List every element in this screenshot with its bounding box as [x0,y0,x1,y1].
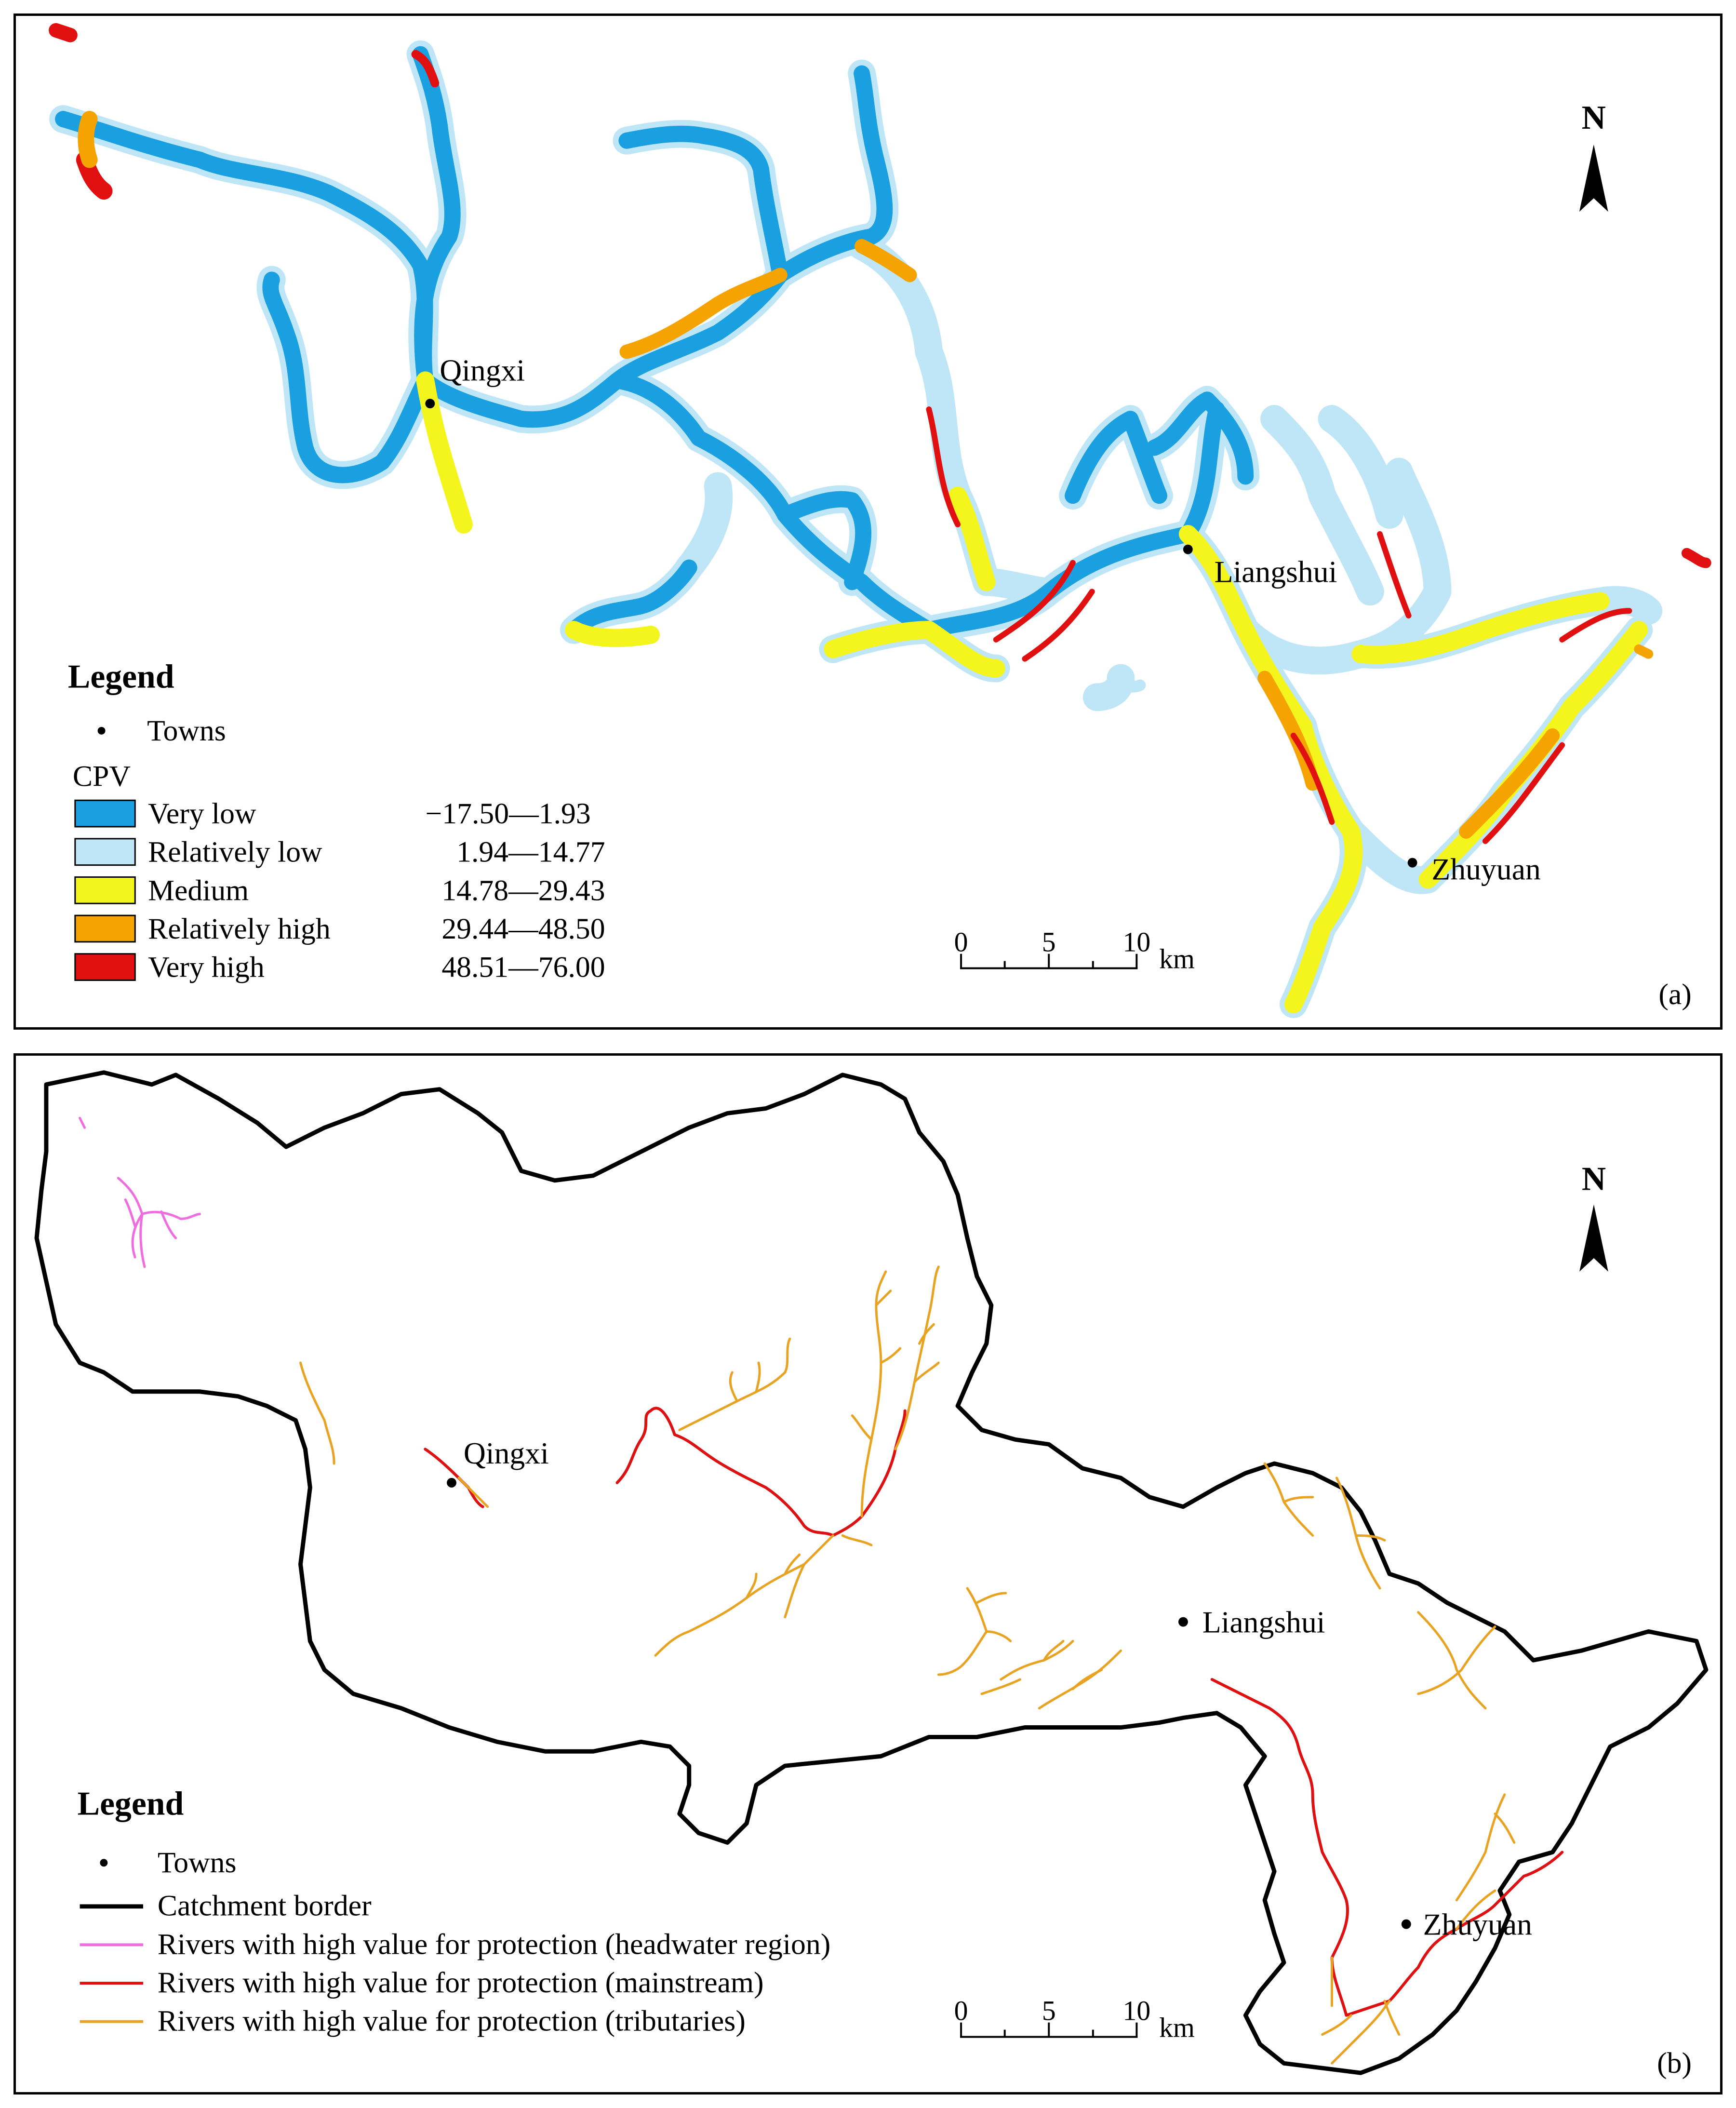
legend-item-towns: Towns [158,1846,237,1879]
legend: Legend Towns Catchment border Rivers wit… [78,1786,831,2038]
legend-class-range: 14.78—29.43 [441,874,605,907]
legend-item-headwater: Rivers with high value for protection (h… [158,1928,830,1960]
legend-class-relatively-high: Relatively high 29.44—48.50 [74,913,605,945]
legend-swatch-medium [74,876,136,904]
rivers-tributaries [299,1265,1516,2065]
town-label-liangshui: Liangshui [1202,1605,1325,1639]
legend-class-name: Relatively high [148,913,331,945]
legend-cpv-label: CPV [73,760,131,792]
legend-class-range: 29.44—48.50 [441,913,605,945]
legend-towns-label: Towns [147,714,226,747]
legend-swatch-very-low [74,799,136,828]
towns: Qingxi Liangshui Zhuyuan [447,1436,1532,1942]
legend-swatch-relatively-low [74,838,136,866]
legend-item-tributaries: Rivers with high value for protection (t… [158,2005,746,2038]
legend-class-name: Medium [148,874,249,907]
map-panel-a: N Qingxi Liangshui Zhuyuan Legend Towns … [13,13,1723,1030]
towns: Qingxi Liangshui Zhuyuan [425,353,1541,886]
town-marker-liangshui [1183,544,1193,554]
legend-class-very-low: Very low −17.50—1.93 [74,797,591,830]
legend-class-range: −17.50—1.93 [426,797,591,830]
panel-label-b: (b) [1657,2047,1692,2080]
legend-class-range: 1.94—14.77 [456,836,605,869]
scale-tick-0: 0 [954,1996,968,2027]
town-marker-zhuyuan [1407,858,1417,868]
legend-class-name: Very high [148,951,265,983]
legend-item-mainstream: Rivers with high value for protection (m… [158,1966,764,1999]
scale-tick-5: 5 [1042,1996,1056,2027]
legend-item-catchment: Catchment border [158,1890,372,1922]
legend-class-very-high: Very high 48.51—76.00 [74,951,605,983]
town-label-liangshui: Liangshui [1215,554,1337,589]
catchment-border [34,1070,1709,2075]
legend-class-range: 48.51—76.00 [441,951,605,983]
cpv-river-network [49,23,1711,1019]
town-marker-liangshui [1178,1617,1188,1627]
north-arrow: N [1579,99,1608,212]
town-label-qingxi: Qingxi [464,1436,549,1470]
scale-tick-5: 5 [1042,927,1056,958]
legend-class-medium: Medium 14.78—29.43 [74,874,605,907]
legend-title: Legend [78,1786,184,1823]
rivers-mainstream [424,1407,1564,2017]
legend-swatch-relatively-high [74,914,136,943]
north-label: N [1582,99,1606,136]
scale-tick-0: 0 [954,927,968,958]
legend-town-dot [97,726,106,735]
map-panel-b: N Qingxi Liangshui Zhuyuan Legend Towns … [13,1053,1723,2095]
protection-map: N Qingxi Liangshui Zhuyuan Legend Towns … [34,1070,1709,2080]
scale-unit: km [1159,2013,1195,2043]
legend-town-dot [100,1859,108,1867]
town-marker-qingxi [425,399,435,409]
rivers-headwater [79,1116,201,1268]
legend: Legend Towns CPV Very low −17.50—1.93 Re… [68,658,605,983]
scale-bar: 0 5 10 km [954,1996,1195,2043]
town-marker-qingxi [447,1477,456,1488]
legend-title: Legend [68,658,174,695]
legend-class-name: Very low [148,797,256,830]
town-label-qingxi: Qingxi [440,353,525,387]
cpv-map: N Qingxi Liangshui Zhuyuan Legend Towns … [49,23,1711,1019]
town-label-zhuyuan: Zhuyuan [1423,1907,1532,1942]
north-label: N [1582,1161,1606,1198]
legend-swatch-very-high [74,953,136,981]
scale-tick-10: 10 [1123,1996,1151,2027]
panel-label-a: (a) [1658,978,1691,1011]
legend-class-name: Relatively low [148,836,322,869]
scale-bar: 0 5 10 km [954,927,1195,975]
town-marker-zhuyuan [1401,1919,1411,1929]
scale-unit: km [1159,944,1195,975]
legend-class-relatively-low: Relatively low 1.94—14.77 [74,836,605,869]
north-arrow: N [1579,1161,1608,1272]
scale-tick-10: 10 [1122,927,1150,958]
town-label-zhuyuan: Zhuyuan [1431,852,1540,886]
